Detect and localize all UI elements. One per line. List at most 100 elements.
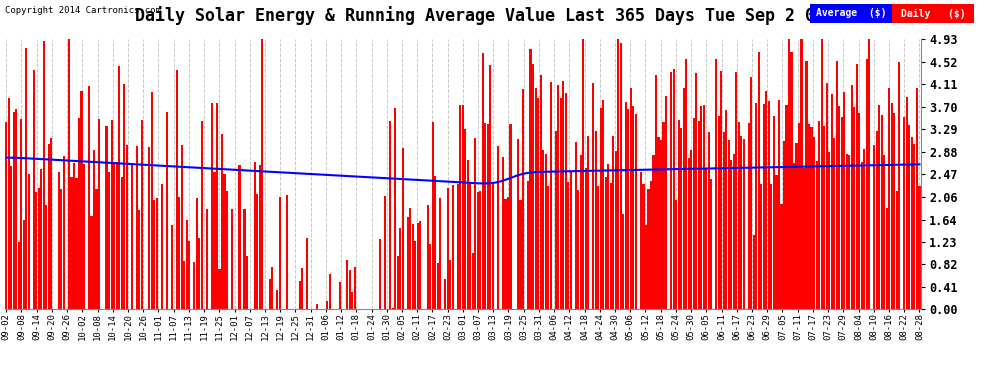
Bar [630,88,632,309]
Bar [788,39,790,309]
Bar [688,158,690,309]
Bar [505,200,507,309]
Bar [695,74,697,309]
Bar [43,41,45,309]
Bar [482,53,484,309]
Bar [98,119,100,309]
Bar [57,172,60,309]
Bar [886,209,888,309]
Bar [873,145,875,309]
Bar [620,43,622,309]
Bar [8,98,10,309]
Bar [409,208,411,309]
Bar [677,120,680,309]
Bar [116,162,118,309]
Bar [587,136,589,309]
Bar [502,156,504,309]
Bar [327,301,329,309]
Bar [585,168,587,309]
Bar [903,117,906,309]
Bar [18,242,20,309]
Bar [510,124,512,309]
Bar [306,238,308,309]
Bar [640,172,643,309]
Bar [461,105,464,309]
Bar [618,39,620,309]
Bar [831,94,833,309]
Text: Copyright 2014 Cartronics.com: Copyright 2014 Cartronics.com [5,6,160,15]
Bar [828,152,831,309]
Bar [73,163,75,309]
Bar [188,241,190,309]
Bar [419,221,421,309]
Bar [451,186,453,309]
Bar [672,69,674,309]
Bar [477,192,479,309]
Bar [652,155,654,309]
Bar [818,121,820,309]
Bar [160,184,162,309]
Bar [183,261,185,309]
Bar [865,59,868,309]
Bar [487,124,489,309]
Bar [876,131,878,309]
Bar [445,279,446,309]
Bar [25,48,28,309]
Bar [469,183,471,309]
Bar [13,112,15,309]
Bar [93,150,95,309]
Bar [394,108,396,309]
Bar [268,279,270,309]
Bar [136,146,138,309]
Bar [577,190,579,309]
Bar [466,159,469,309]
Bar [893,113,895,309]
Bar [826,83,828,309]
Bar [881,114,883,309]
Bar [41,169,43,309]
Bar [592,84,594,309]
Bar [741,136,742,309]
Bar [113,162,115,309]
Bar [731,160,733,309]
Bar [427,206,429,309]
Bar [662,122,664,309]
Bar [75,178,77,309]
Bar [747,123,749,309]
Bar [106,126,108,309]
Bar [36,192,38,309]
Bar [412,224,414,309]
Bar [397,256,399,309]
Bar [813,137,815,309]
Bar [665,96,667,309]
Bar [353,267,356,309]
Bar [224,174,226,309]
Bar [111,120,113,309]
Bar [446,188,448,309]
Bar [649,180,652,309]
Bar [715,59,718,309]
Bar [484,123,486,309]
Bar [429,244,432,309]
Bar [278,198,281,309]
Bar [906,97,908,309]
Bar [868,39,870,309]
Bar [389,121,391,309]
Bar [790,52,793,309]
Bar [329,274,331,309]
Bar [841,117,842,309]
Bar [554,131,556,309]
Bar [778,100,780,309]
Bar [564,93,566,309]
Bar [768,101,770,309]
Bar [88,86,90,309]
Bar [783,141,785,309]
Bar [848,155,850,309]
Bar [770,184,772,309]
Bar [845,154,847,309]
Bar [83,164,85,309]
Bar [643,184,644,309]
Bar [176,70,178,309]
Bar [540,75,542,309]
Bar [738,122,740,309]
